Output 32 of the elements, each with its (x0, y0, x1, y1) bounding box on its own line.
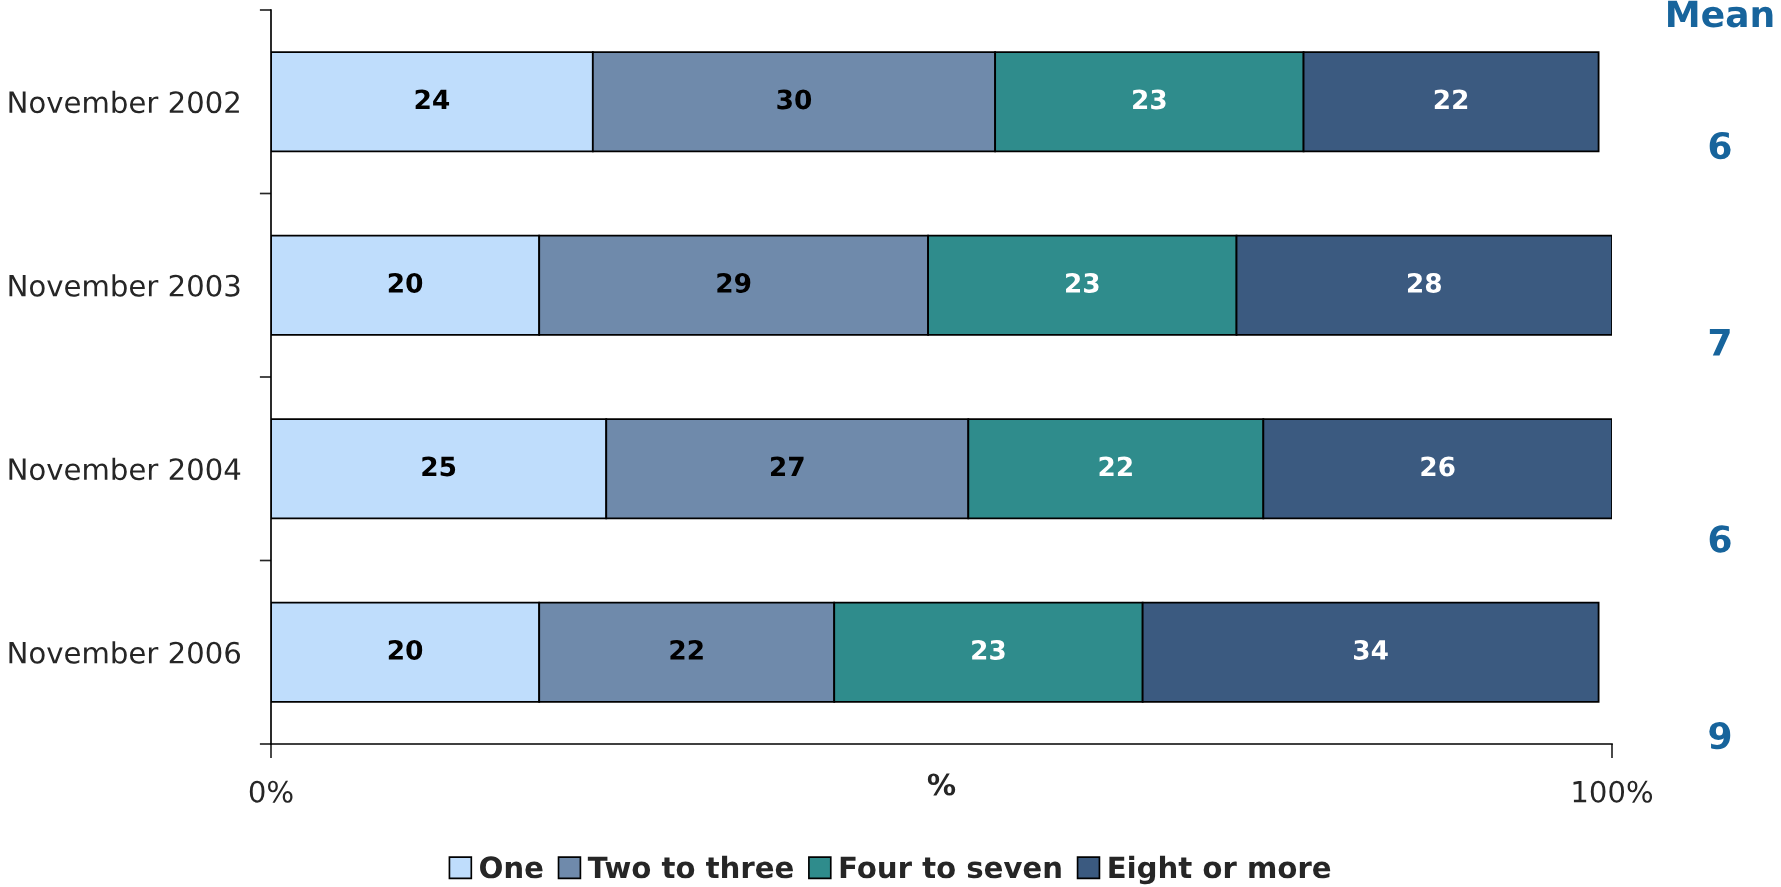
data-label: 20 (388, 639, 423, 660)
data-label: 30 (777, 89, 812, 110)
data-label: 22 (1434, 89, 1468, 110)
text: 6 (1709, 131, 1731, 160)
data-label: 20 (388, 272, 423, 293)
data-label: 29 (717, 272, 751, 293)
text: 7 (1709, 329, 1730, 356)
data-label: 34 (1354, 639, 1388, 660)
x-tick-label: 100% (1573, 780, 1653, 803)
text: 6 (1709, 525, 1731, 553)
data-label: 24 (415, 89, 450, 110)
y-tick-label: November 2004 (9, 457, 241, 481)
legend-label: One (480, 856, 543, 879)
data-label: 25 (422, 456, 456, 477)
data-label: 23 (1066, 272, 1099, 293)
x-axis-title: % (927, 773, 956, 796)
data-label: 28 (1407, 272, 1441, 293)
legend-label: Eight or more (1109, 855, 1331, 885)
data-label: 22 (1099, 456, 1132, 477)
y-tick-label: November 2002 (9, 90, 239, 114)
legend-label: Two to three (587, 855, 793, 879)
data-label: 27 (771, 456, 804, 477)
x-tick-label: 0% (249, 780, 293, 803)
y-tick-label: November 2003 (9, 274, 240, 297)
data-label: 23 (972, 639, 1005, 660)
data-label: 26 (1421, 456, 1455, 477)
y-tick-label: November 2006 (9, 641, 240, 664)
legend-label: Four to seven (840, 856, 1061, 879)
data-label: 22 (670, 639, 703, 660)
data-label: 23 (1133, 89, 1166, 110)
text: 9 (1709, 722, 1731, 750)
text: Mean (1668, 0, 1773, 28)
